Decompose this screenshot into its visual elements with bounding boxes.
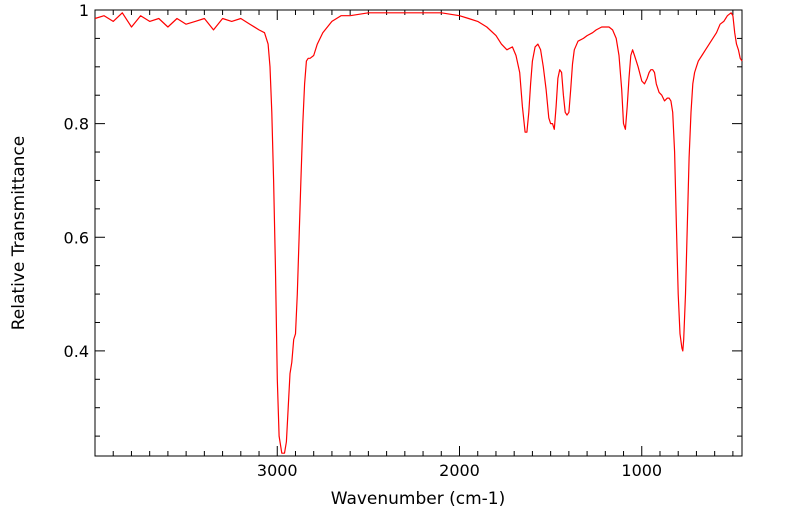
y-axis-label: Relative Transmittance — [9, 136, 29, 331]
x-axis-ticks: 3000 2000 1000 — [112, 10, 734, 480]
y-axis-ticks: 1 0.8 0.6 0.4 — [64, 1, 742, 437]
y-tick-label: 0.4 — [64, 342, 89, 361]
y-tick-label: 0.6 — [64, 228, 89, 247]
y-tick-label: 0.8 — [64, 115, 89, 134]
plot-area — [94, 9, 743, 457]
x-tick-label: 1000 — [621, 461, 662, 480]
spectrum-line — [94, 12, 743, 454]
y-tick-label: 1 — [79, 1, 89, 20]
series-group — [94, 12, 743, 454]
x-axis-label: Wavenumber (cm-1) — [331, 489, 506, 509]
x-tick-label: 3000 — [257, 461, 298, 480]
x-tick-label: 2000 — [439, 461, 480, 480]
